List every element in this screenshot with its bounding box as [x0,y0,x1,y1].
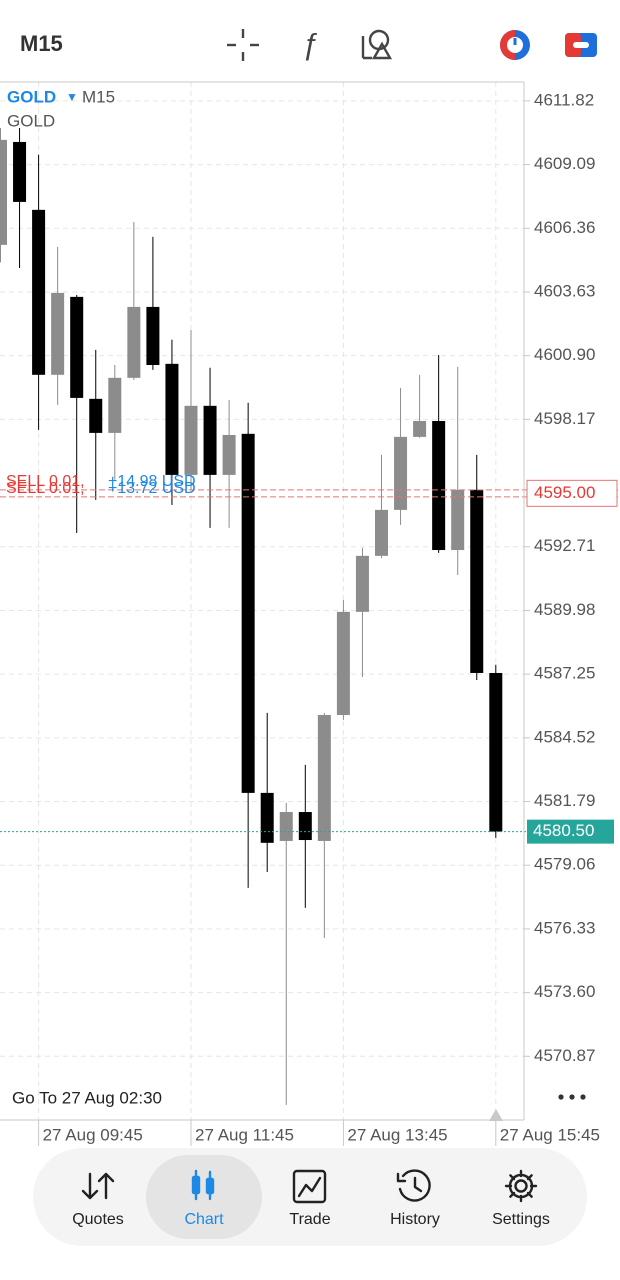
candle-body [355,555,369,612]
candle-body [108,377,122,433]
price-levels: SELL 0.01, +14.98 USD SELL 0.01, +13.72 USD… [0,473,620,844]
candle-body [32,209,46,375]
account-icon[interactable] [500,30,530,60]
candle-body [127,306,141,378]
crosshair-icon[interactable] [227,29,259,61]
candle-body [279,812,293,841]
trade-icon[interactable] [565,33,597,57]
bid-price-label: 4580.50 [533,821,594,840]
candle-body [432,421,446,551]
history-icon[interactable] [396,1169,431,1202]
order-profit: +13.72 USD [108,480,196,497]
y-tick-label: 4584.52 [534,727,595,746]
chart: SELL 0.01, +14.98 USD SELL 0.01, +13.72 USD… [0,81,620,1146]
candle-body [451,489,465,551]
chart-timeframe: M15 [82,87,115,106]
candle-body [70,296,84,398]
scroll-marker[interactable] [489,1109,503,1121]
candle-body [13,141,27,202]
candle-body [203,405,217,475]
y-tick-label: 4570.87 [534,1046,595,1065]
candle-body [413,421,427,437]
candle-body [317,714,331,841]
settings-icon[interactable] [504,1169,538,1203]
y-tick-label: 4592.71 [534,536,595,555]
y-tick-label: 4579.06 [534,855,595,874]
candle-body [0,139,7,245]
candle-body [298,812,312,841]
timeframe-button[interactable]: M15 [20,31,63,56]
candle-body [146,306,160,366]
candle-body [89,398,103,433]
candle-body [165,363,179,475]
grid [0,82,530,1146]
chart-icon[interactable] [191,1169,215,1201]
y-tick-label: 4606.36 [534,218,595,237]
nav-label[interactable]: Trade [289,1211,330,1228]
x-tick-label: 27 Aug 13:45 [347,1125,447,1144]
candles [0,127,503,1105]
y-tick-label: 4609.09 [534,154,595,173]
plot-area [0,82,524,1120]
y-tick-label: 4587.25 [534,664,595,683]
symbol-dropdown[interactable]: ▼ [66,90,78,104]
candle-body [470,489,484,673]
y-tick-label: 4581.79 [534,791,595,810]
y-tick-label: 4573.60 [534,982,595,1001]
order-side: SELL 0.01, [6,480,85,497]
candle-body [375,509,388,556]
order-price-box [526,479,618,507]
trade-nav-icon[interactable] [292,1169,327,1204]
candle-body [241,433,255,793]
y-tick-label: 4589.98 [534,600,595,619]
y-tick-label: 4576.33 [534,918,595,937]
indicators-icon[interactable]: ƒ [302,28,319,61]
order-profit: +14.98 USD [108,473,196,490]
candle-body [51,292,65,375]
y-tick-label: 4600.90 [534,345,595,364]
y-tick-label: 4598.17 [534,409,595,428]
nav-label[interactable]: Quotes [72,1211,124,1228]
candle-body [489,672,503,832]
candle-body [336,611,350,715]
more-button[interactable] [558,1094,586,1100]
bid-price-box [527,819,614,844]
x-tick-label: 27 Aug 15:45 [500,1125,600,1144]
nav-label[interactable]: Chart [184,1211,224,1228]
x-tick-label: 27 Aug 11:45 [195,1125,294,1144]
order-price-label: 4595.00 [534,483,595,502]
symbol-name[interactable]: GOLD [7,87,56,106]
quotes-icon[interactable] [81,1172,115,1200]
nav-label[interactable]: History [390,1211,440,1228]
order-side: SELL 0.01, [6,473,85,490]
candle-body [222,434,236,475]
bottom-nav [33,1148,587,1246]
candle-body [184,405,198,475]
goto-button[interactable]: Go To 27 Aug 02:30 [12,1088,162,1107]
x-tick-label: 27 Aug 09:45 [43,1125,143,1144]
y-tick-label: 4603.63 [534,281,595,300]
y-tick-label: 4611.82 [534,90,594,109]
candle-body [394,436,408,510]
symbol-description: GOLD [7,111,55,130]
nav-active-bg [146,1155,262,1239]
objects-icon[interactable] [361,29,393,60]
candle-body [260,792,274,843]
nav-label[interactable]: Settings [492,1211,550,1228]
